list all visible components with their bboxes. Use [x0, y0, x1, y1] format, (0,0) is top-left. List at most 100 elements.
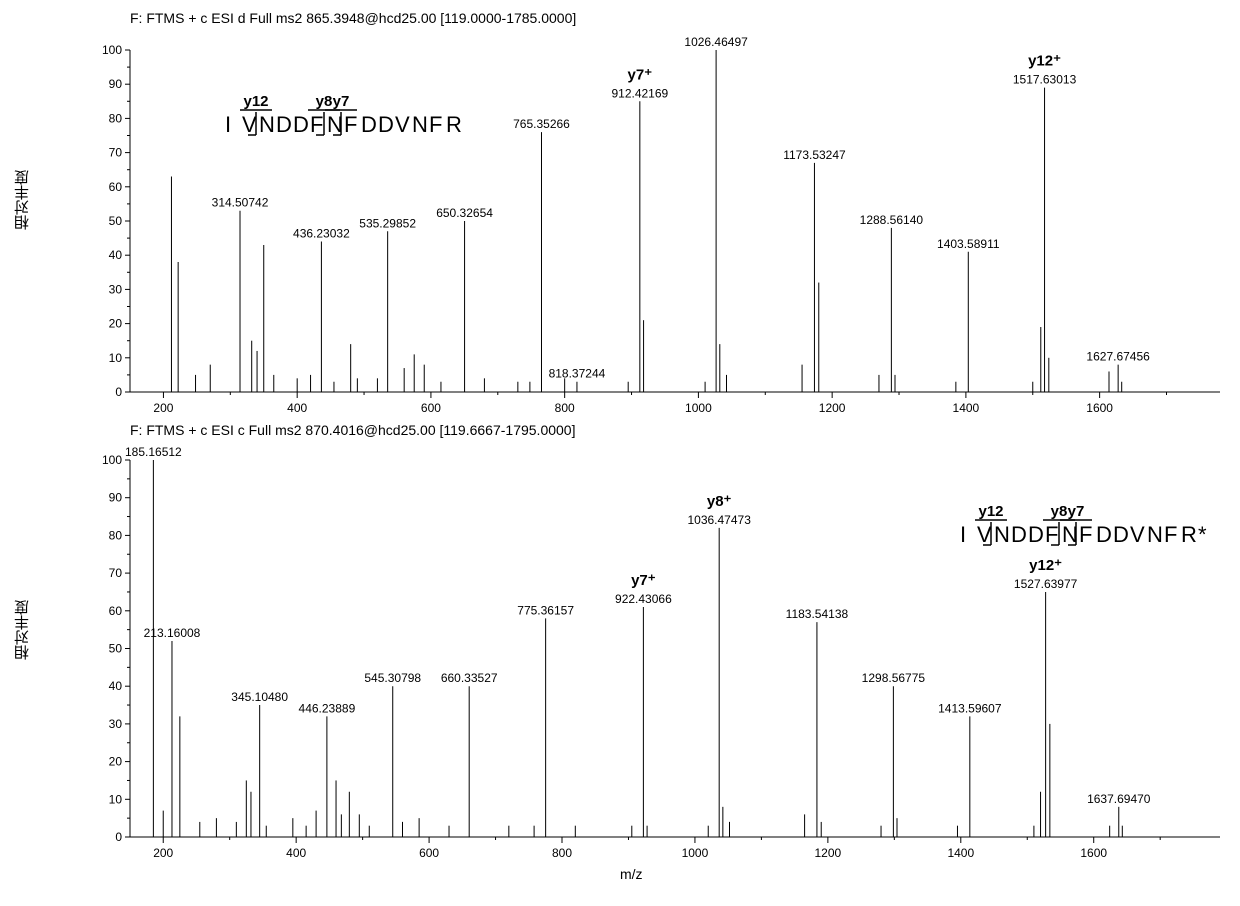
spectra-container: F: FTMS + c ESI d Full ms2 865.3948@hcd2…: [0, 0, 1240, 906]
peak-label: 545.30798: [364, 671, 421, 685]
svg-text:N: N: [259, 112, 275, 137]
svg-text:0: 0: [115, 830, 122, 844]
svg-text:30: 30: [109, 717, 123, 731]
peak-label: 912.42169: [611, 86, 668, 100]
svg-text:600: 600: [419, 846, 439, 860]
svg-text:V: V: [242, 112, 257, 137]
svg-text:F: F: [1079, 522, 1092, 547]
svg-text:1600: 1600: [1080, 846, 1107, 860]
svg-text:20: 20: [109, 755, 123, 769]
svg-text:30: 30: [109, 282, 123, 296]
svg-text:F: F: [1045, 522, 1058, 547]
y-axis-label-top: 相对丰度: [12, 170, 33, 230]
svg-text:I: I: [960, 522, 966, 547]
svg-text:F: F: [344, 112, 357, 137]
svg-text:I: I: [225, 112, 231, 137]
peak-label: 213.16008: [144, 626, 201, 640]
svg-text:70: 70: [109, 146, 123, 160]
svg-text:1400: 1400: [953, 401, 980, 415]
peak-label: 1298.56775: [862, 671, 926, 685]
peak-label: 446.23889: [299, 701, 356, 715]
svg-text:400: 400: [286, 846, 306, 860]
svg-text:1000: 1000: [682, 846, 709, 860]
fragment-label: y12: [978, 503, 1003, 520]
svg-text:800: 800: [555, 401, 575, 415]
svg-text:20: 20: [109, 317, 123, 331]
fragment-label: y7: [1068, 503, 1085, 520]
peak-label: 1026.46497: [684, 35, 748, 49]
svg-text:F: F: [310, 112, 323, 137]
peak-label: 922.43066: [615, 592, 672, 606]
svg-text:50: 50: [109, 642, 123, 656]
svg-text:600: 600: [421, 401, 441, 415]
spectrum-panel-top: F: FTMS + c ESI d Full ms2 865.3948@hcd2…: [0, 0, 1240, 420]
peptide-sequence: IVy12NDDFy8Ny7FDDVNFR*: [960, 503, 1207, 547]
svg-text:90: 90: [109, 77, 123, 91]
svg-text:V: V: [1130, 522, 1145, 547]
peak-label: 535.29852: [359, 216, 416, 230]
peak-label: 765.35266: [513, 117, 570, 131]
svg-text:40: 40: [109, 248, 123, 262]
svg-text:10: 10: [109, 351, 123, 365]
svg-text:D: D: [1113, 522, 1129, 547]
svg-text:90: 90: [109, 491, 123, 505]
svg-text:D: D: [378, 112, 394, 137]
peak-label: 660.33527: [441, 671, 498, 685]
svg-text:N: N: [994, 522, 1010, 547]
fragment-label: y12: [243, 93, 268, 110]
peak-label: 1173.53247: [783, 148, 846, 162]
x-axis-label: m/z: [620, 866, 643, 882]
peak-label: 1183.54138: [786, 607, 849, 621]
spectrum-plot-top: 0102030405060708090100200400600800100012…: [60, 32, 1230, 420]
peak-label: 818.37244: [549, 367, 606, 381]
ion-label: y12⁺: [1028, 53, 1061, 70]
ion-label: y7⁺: [628, 66, 653, 83]
ion-label: y12⁺: [1029, 557, 1062, 574]
svg-text:*: *: [1198, 522, 1207, 547]
svg-text:400: 400: [287, 401, 307, 415]
peak-label: 1036.47473: [687, 513, 751, 527]
svg-text:100: 100: [102, 453, 122, 467]
svg-text:D: D: [1028, 522, 1044, 547]
svg-text:D: D: [1011, 522, 1027, 547]
svg-text:1200: 1200: [819, 401, 846, 415]
ion-label: y7⁺: [631, 572, 656, 589]
svg-text:0: 0: [115, 385, 122, 399]
scan-header-top: F: FTMS + c ESI d Full ms2 865.3948@hcd2…: [130, 10, 576, 26]
svg-text:1000: 1000: [685, 401, 712, 415]
svg-text:N: N: [412, 112, 428, 137]
svg-text:1600: 1600: [1086, 401, 1113, 415]
peak-label: 650.32654: [436, 206, 493, 220]
peak-label: 314.50742: [212, 196, 269, 210]
spectrum-panel-bottom: F: FTMS + c ESI c Full ms2 870.4016@hcd2…: [0, 420, 1240, 906]
svg-text:D: D: [276, 112, 292, 137]
scan-header-bottom: F: FTMS + c ESI c Full ms2 870.4016@hcd2…: [130, 422, 575, 438]
svg-text:40: 40: [109, 679, 123, 693]
peptide-sequence: IVy12NDDFy8Ny7FDDVNFR: [225, 93, 462, 137]
svg-text:1200: 1200: [815, 846, 842, 860]
svg-text:D: D: [293, 112, 309, 137]
peak-label: 1288.56140: [860, 213, 924, 227]
peak-label: 345.10480: [231, 690, 288, 704]
svg-text:60: 60: [109, 180, 123, 194]
fragment-label: y7: [333, 93, 350, 110]
svg-text:200: 200: [153, 401, 173, 415]
svg-text:10: 10: [109, 792, 123, 806]
svg-text:200: 200: [153, 846, 173, 860]
svg-text:R: R: [1181, 522, 1197, 547]
peak-label: 1627.67456: [1086, 350, 1150, 364]
svg-text:80: 80: [109, 528, 123, 542]
peak-label: 1413.59607: [938, 701, 1002, 715]
svg-text:60: 60: [109, 604, 123, 618]
svg-text:100: 100: [102, 43, 122, 57]
svg-text:V: V: [977, 522, 992, 547]
y-axis-label-bottom: 相对丰度: [12, 600, 33, 660]
fragment-label: y8: [316, 93, 333, 110]
fragment-label: y8: [1051, 503, 1068, 520]
svg-text:F: F: [1164, 522, 1177, 547]
peak-label: 1517.63013: [1013, 73, 1077, 87]
svg-text:80: 80: [109, 111, 123, 125]
svg-text:800: 800: [552, 846, 572, 860]
svg-text:F: F: [429, 112, 442, 137]
svg-text:V: V: [395, 112, 410, 137]
